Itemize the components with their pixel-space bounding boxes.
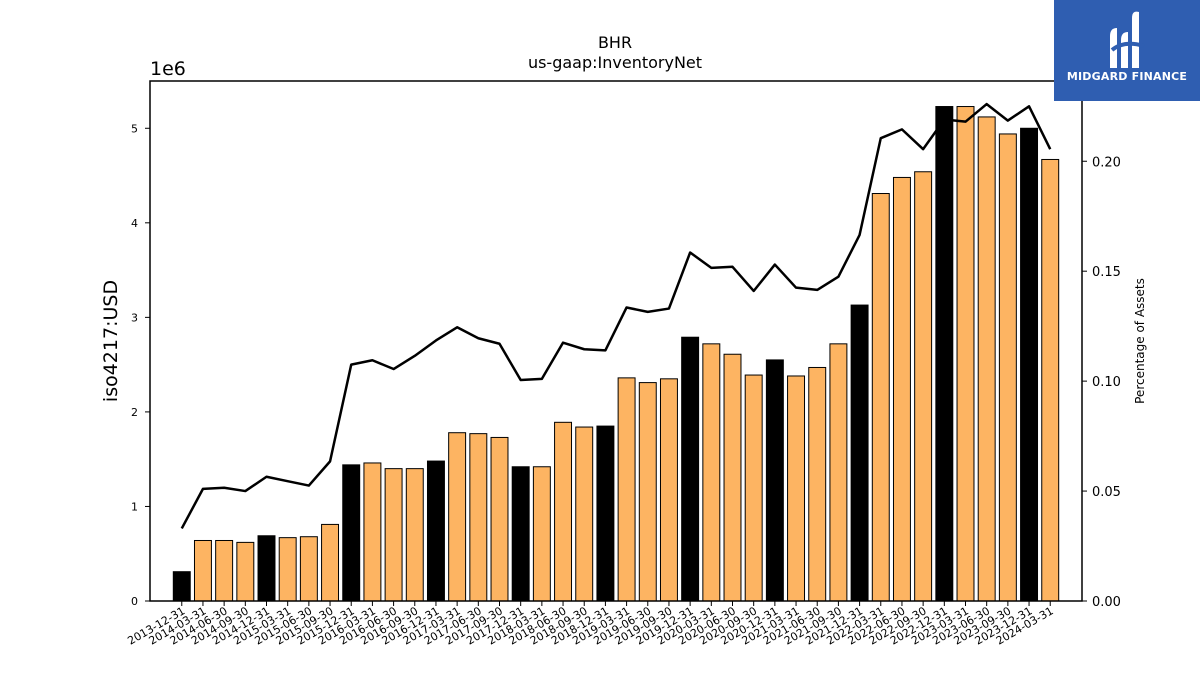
bar-2016-12-31 <box>426 460 445 602</box>
y2-tick-label: 0.00 <box>1092 595 1121 610</box>
y-axis-label: iso4217:USD <box>100 280 122 402</box>
bar-2023-06-30 <box>977 116 996 602</box>
bar-2020-09-30 <box>744 374 763 602</box>
bar-2015-09-30 <box>321 523 340 602</box>
bar-2020-12-31 <box>765 359 784 602</box>
bar-2014-03-31 <box>193 539 212 602</box>
bar-2018-03-31 <box>532 466 551 602</box>
y2-tick-label: 0.10 <box>1092 375 1121 390</box>
y2-tick-label: 0.20 <box>1092 155 1121 170</box>
bar-2018-12-31 <box>596 425 615 602</box>
bar-2014-06-30 <box>215 539 234 602</box>
y-tick-label: 4 <box>131 217 138 230</box>
logo-text: MIDGARD FINANCE <box>1066 70 1188 83</box>
bar-2013-12-31 <box>172 571 191 602</box>
bar-2021-03-31 <box>787 375 806 602</box>
bar-2014-12-31 <box>257 535 276 602</box>
axes-group: 0123450.000.050.100.150.202013-12-312014… <box>125 80 1121 648</box>
bar-2014-09-30 <box>236 541 255 602</box>
y2-axis-label: Percentage of Assets <box>1133 278 1147 404</box>
bar-2017-09-30 <box>490 436 509 602</box>
bar-2016-09-30 <box>405 468 424 602</box>
chart-subtitle: us-gaap:InventoryNet <box>528 53 702 72</box>
bar-2022-06-30 <box>892 176 911 602</box>
bar-2017-06-30 <box>469 433 488 602</box>
bar-2021-06-30 <box>808 366 827 602</box>
bar-2016-06-30 <box>384 468 403 602</box>
bar-2023-03-31 <box>956 106 975 602</box>
bar-2021-09-30 <box>829 343 848 602</box>
bar-2019-03-31 <box>617 377 636 602</box>
logo-mark-icon <box>1110 11 1145 69</box>
y-offset-label: 1e6 <box>150 58 186 80</box>
bar-2022-12-31 <box>935 106 954 602</box>
y-tick-label: 0 <box>131 595 138 608</box>
bar-2015-06-30 <box>299 536 318 602</box>
bar-2019-12-31 <box>681 336 700 602</box>
bar-2022-03-31 <box>871 193 890 602</box>
y-tick-label: 3 <box>131 311 138 324</box>
y-tick-label: 5 <box>131 122 138 135</box>
bar-2016-03-31 <box>363 462 382 602</box>
y2-tick-label: 0.05 <box>1092 485 1121 500</box>
bar-2019-09-30 <box>659 378 678 602</box>
bar-2023-09-30 <box>998 133 1017 602</box>
bar-2019-06-30 <box>638 382 657 602</box>
brand-logo: MIDGARD FINANCE <box>1054 0 1200 101</box>
chart-title: BHR <box>598 33 632 52</box>
bar-2020-03-31 <box>702 343 721 602</box>
bar-2024-03-31 <box>1041 158 1060 602</box>
y2-tick-label: 0.15 <box>1092 265 1121 280</box>
bars-group <box>172 106 1060 602</box>
bar-2023-12-31 <box>1020 127 1039 602</box>
percentage-line <box>180 102 1052 530</box>
bar-2015-12-31 <box>342 464 361 602</box>
plot-frame <box>149 80 1083 602</box>
line-group <box>180 102 1052 530</box>
bar-2017-03-31 <box>448 432 467 602</box>
bar-2015-03-31 <box>278 537 297 602</box>
bar-2021-12-31 <box>850 304 869 602</box>
y-tick-label: 1 <box>131 500 138 513</box>
y-tick-label: 2 <box>131 406 138 419</box>
bar-2022-09-30 <box>914 171 933 602</box>
bar-2020-06-30 <box>723 353 742 602</box>
bar-2017-12-31 <box>511 466 530 602</box>
bar-2018-06-30 <box>554 421 573 602</box>
bar-2018-09-30 <box>575 426 594 602</box>
